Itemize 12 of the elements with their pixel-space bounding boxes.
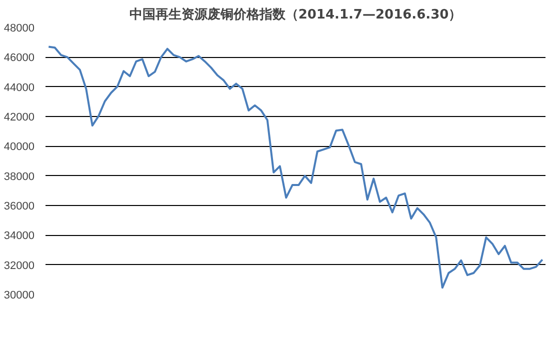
chart-title: 中国再生资源废铜价格指数（2014.1.7—2016.6.30） [129, 6, 462, 22]
y-tick-label: 44000 [4, 82, 35, 94]
y-tick-label: 48000 [4, 22, 35, 34]
y-tick-label: 34000 [4, 230, 35, 242]
y-tick-label: 38000 [4, 170, 35, 183]
y-tick-label: 42000 [4, 112, 35, 124]
y-tick-label: 40000 [4, 141, 35, 154]
line-series [48, 46, 544, 289]
y-tick-label: 30000 [4, 290, 35, 302]
y-tick-label: 36000 [4, 200, 35, 212]
y-tick-label: 46000 [4, 52, 35, 64]
y-tick-label: 32000 [4, 260, 35, 272]
